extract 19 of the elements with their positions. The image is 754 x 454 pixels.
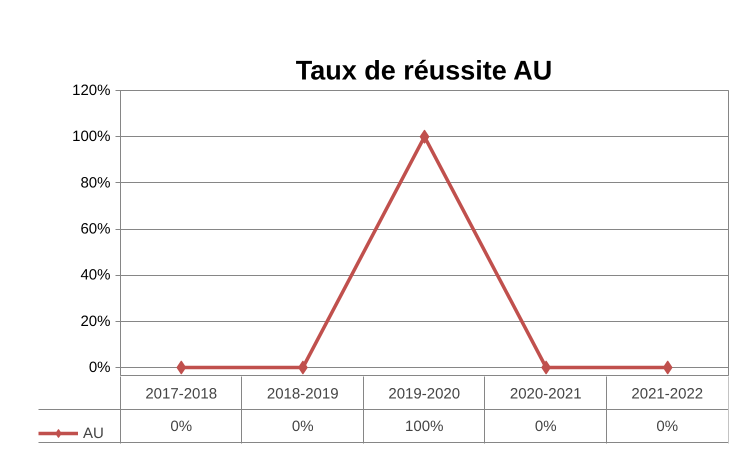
chart-title: Taux de réussite AU (296, 56, 552, 86)
y-tick-label: 120% (72, 82, 111, 99)
y-tick-label: 0% (88, 359, 111, 376)
x-tick-label: 2021-2022 (631, 386, 704, 403)
x-tick-label: 2020-2021 (510, 386, 582, 403)
y-tick-label: 100% (72, 128, 111, 146)
x-tick-label: 2017-2018 (145, 386, 218, 403)
y-tick-label: 20% (80, 312, 111, 330)
x-tick-label: 2018-2019 (266, 386, 339, 403)
x-tick-label: 2019-2020 (388, 386, 460, 403)
text: 0% (292, 418, 314, 435)
y-tick-label: 60% (80, 220, 111, 238)
text: 0% (170, 418, 192, 435)
text: 0% (656, 418, 678, 435)
legend-label: AU (83, 424, 104, 442)
y-tick-label: 80% (80, 174, 111, 192)
y-tick-label: 40% (80, 266, 111, 284)
text: 100% (405, 418, 444, 435)
text: 0% (534, 418, 557, 435)
